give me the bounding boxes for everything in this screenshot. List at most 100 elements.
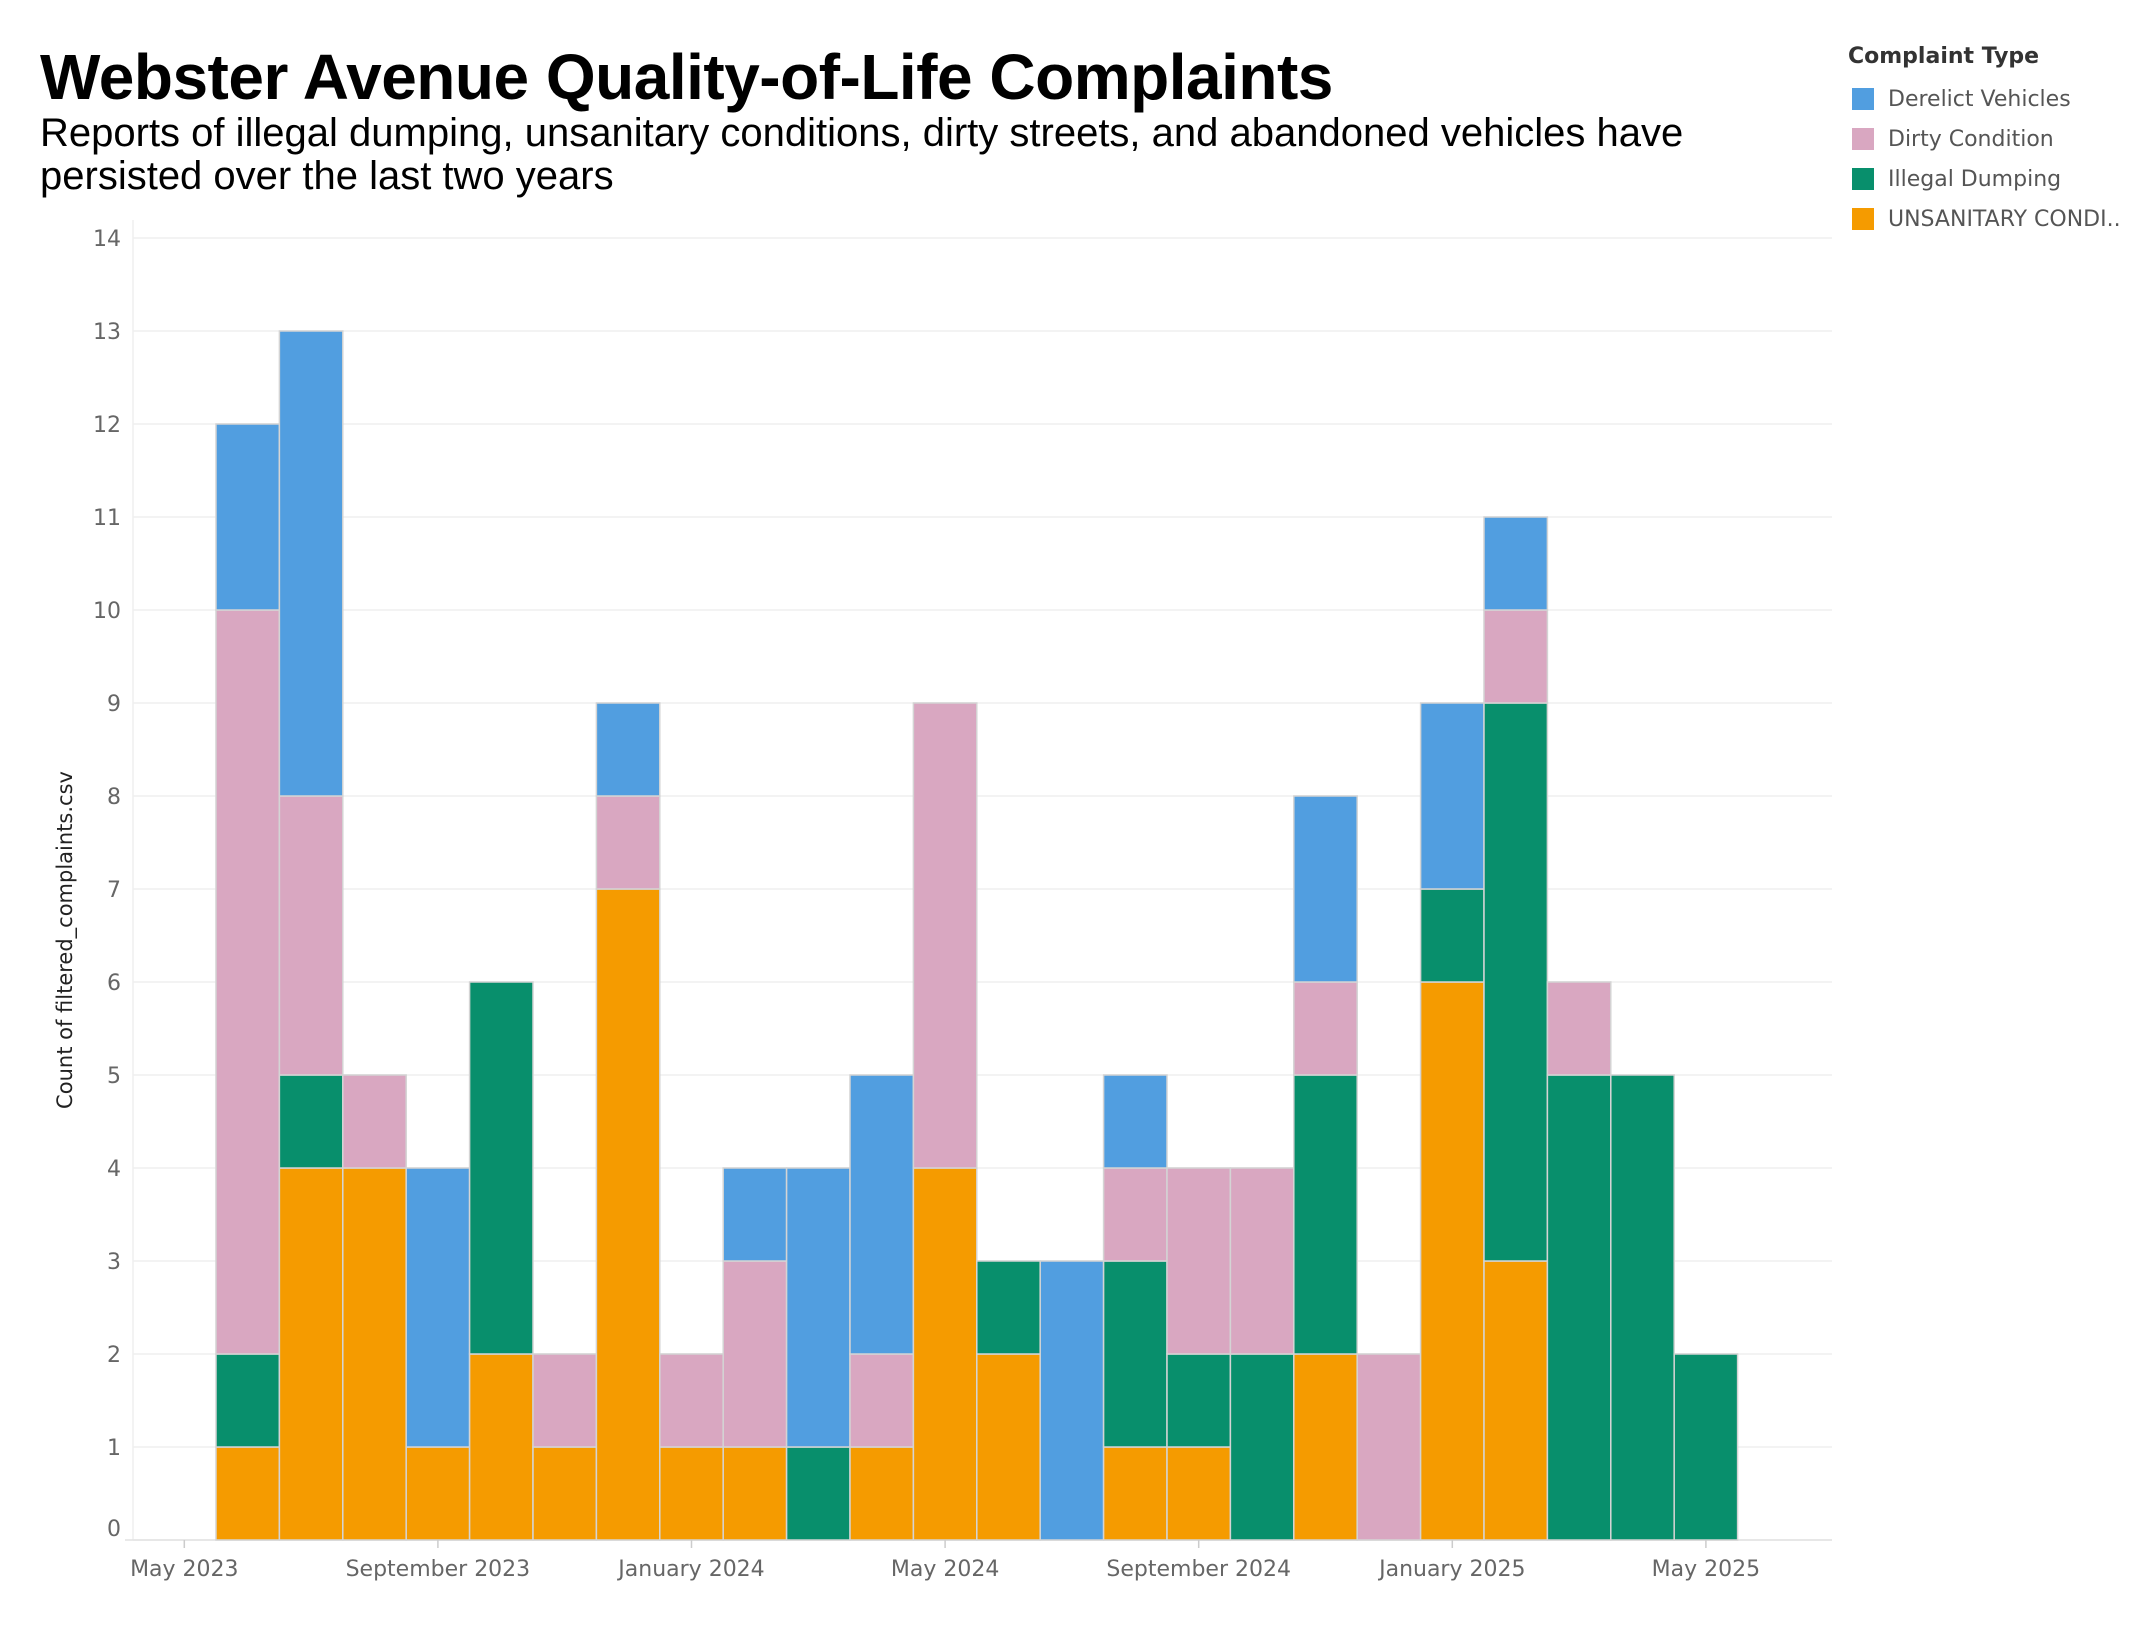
bar-segment[interactable] bbox=[278, 330, 344, 797]
bar-segment[interactable] bbox=[278, 1167, 344, 1541]
x-tick-label: January 2024 bbox=[616, 1557, 764, 1582]
bar-segment[interactable] bbox=[1229, 1353, 1295, 1541]
y-tick-label: 1 bbox=[107, 1436, 121, 1461]
bar-segment[interactable] bbox=[532, 1353, 598, 1448]
bar-segment[interactable] bbox=[405, 1446, 471, 1541]
bar-segment[interactable] bbox=[405, 1167, 471, 1448]
legend-label: Dirty Condition bbox=[1888, 126, 2054, 152]
bar-segment[interactable] bbox=[595, 795, 661, 890]
bar-segment[interactable] bbox=[912, 1167, 978, 1541]
y-tick-label: 12 bbox=[93, 413, 121, 438]
bar-segment[interactable] bbox=[1293, 795, 1358, 983]
bar-segment[interactable] bbox=[1102, 1260, 1168, 1448]
legend-item[interactable]: Derelict Vehicles bbox=[1848, 79, 2121, 119]
bar-segment[interactable] bbox=[1102, 1446, 1168, 1541]
y-tick-label: 10 bbox=[93, 599, 121, 624]
y-tick-label: 14 bbox=[93, 227, 121, 252]
bar-segment[interactable] bbox=[342, 1167, 407, 1541]
bar-segment[interactable] bbox=[722, 1446, 788, 1541]
bar-segment[interactable] bbox=[1610, 1074, 1675, 1541]
legend-item[interactable]: UNSANITARY CONDI.. bbox=[1848, 199, 2121, 239]
bar-segment[interactable] bbox=[215, 1353, 281, 1448]
y-tick-label: 0 bbox=[107, 1517, 121, 1542]
legend-swatch bbox=[1852, 88, 1874, 110]
bar-segment[interactable] bbox=[1229, 1167, 1295, 1355]
bar-segment[interactable] bbox=[1102, 1167, 1168, 1262]
y-tick-label: 3 bbox=[107, 1250, 121, 1275]
y-tick-label: 6 bbox=[107, 971, 121, 996]
y-tick-label: 4 bbox=[107, 1157, 121, 1182]
x-tick-label: January 2025 bbox=[1377, 1557, 1525, 1582]
bar-segment[interactable] bbox=[722, 1260, 788, 1448]
bar-segment[interactable] bbox=[468, 1353, 534, 1541]
legend-title: Complaint Type bbox=[1848, 44, 2040, 69]
bar-segment[interactable] bbox=[215, 423, 281, 611]
bar-segment[interactable] bbox=[659, 1446, 724, 1541]
x-axis: May 2023 September 2023 January 2024 May 20… bbox=[130, 1540, 1760, 1582]
bar-segment[interactable] bbox=[785, 1167, 851, 1448]
bar-segment[interactable] bbox=[849, 1353, 915, 1448]
y-tick-label: 2 bbox=[107, 1343, 121, 1368]
bar-segment[interactable] bbox=[849, 1074, 915, 1355]
bar-segment[interactable] bbox=[1483, 1260, 1549, 1541]
bar-segment[interactable] bbox=[1673, 1353, 1739, 1541]
bar-segment[interactable] bbox=[1483, 609, 1549, 704]
y-tick-label: 8 bbox=[107, 785, 121, 810]
y-tick-label: 11 bbox=[93, 506, 121, 531]
bar-segment[interactable] bbox=[215, 609, 281, 1355]
legend-swatch bbox=[1852, 128, 1874, 150]
bar-segment[interactable] bbox=[595, 702, 661, 797]
legend-item[interactable]: Dirty Condition bbox=[1848, 119, 2121, 159]
bar-segment[interactable] bbox=[1483, 516, 1549, 611]
bars bbox=[215, 330, 1739, 1541]
chart-subtitle: Reports of illegal dumping, unsanitary c… bbox=[40, 111, 1684, 198]
legend-label: Derelict Vehicles bbox=[1888, 86, 2071, 112]
bar-segment[interactable] bbox=[215, 1446, 281, 1541]
bar-segment[interactable] bbox=[1166, 1446, 1232, 1541]
x-tick-label: May 2024 bbox=[891, 1557, 999, 1582]
bar-segment[interactable] bbox=[278, 795, 344, 1076]
bar-segment[interactable] bbox=[912, 702, 978, 1169]
bar-segment[interactable] bbox=[595, 888, 661, 1541]
bar-segment[interactable] bbox=[785, 1446, 851, 1541]
y-tick-label: 7 bbox=[107, 878, 121, 903]
legend-label: UNSANITARY CONDI.. bbox=[1888, 206, 2121, 232]
y-tick-label: 13 bbox=[93, 320, 121, 345]
bar-segment[interactable] bbox=[1293, 1353, 1358, 1541]
bar-segment[interactable] bbox=[976, 1260, 1041, 1355]
x-tick-label: September 2023 bbox=[346, 1557, 531, 1582]
bar-segment[interactable] bbox=[1546, 1074, 1612, 1541]
bar-segment[interactable] bbox=[1102, 1074, 1168, 1169]
x-tick-label: September 2024 bbox=[1106, 1557, 1291, 1582]
bar-segment[interactable] bbox=[1166, 1167, 1232, 1355]
x-tick-label: May 2025 bbox=[1652, 1557, 1760, 1582]
bar-segment[interactable] bbox=[1419, 981, 1485, 1541]
y-axis-label: Count of filtered_complaints.csv bbox=[53, 771, 78, 1109]
bar-segment[interactable] bbox=[1293, 981, 1358, 1076]
y-tick-label: 9 bbox=[107, 692, 121, 717]
bar-segment[interactable] bbox=[976, 1353, 1041, 1541]
bar-segment[interactable] bbox=[468, 981, 534, 1355]
chart-title: Webster Avenue Quality-of-Life Complaint… bbox=[40, 41, 1333, 113]
legend-label: Illegal Dumping bbox=[1888, 166, 2062, 192]
bar-segment[interactable] bbox=[1419, 888, 1485, 983]
bar-segment[interactable] bbox=[532, 1446, 598, 1541]
bar-segment[interactable] bbox=[1293, 1074, 1358, 1355]
bar-segment[interactable] bbox=[1039, 1260, 1105, 1541]
legend: Complaint Type Derelict Vehicles Dirty Co… bbox=[1848, 44, 2121, 239]
legend-swatch bbox=[1852, 168, 1874, 190]
bar-segment[interactable] bbox=[342, 1074, 407, 1169]
bar-segment[interactable] bbox=[1166, 1353, 1232, 1448]
bar-segment[interactable] bbox=[1419, 702, 1485, 890]
y-tick-label: 5 bbox=[107, 1064, 121, 1089]
bar-segment[interactable] bbox=[659, 1353, 724, 1448]
bar-segment[interactable] bbox=[1356, 1353, 1422, 1541]
bar-segment[interactable] bbox=[722, 1167, 788, 1262]
bar-segment[interactable] bbox=[1546, 981, 1612, 1076]
bar-segment[interactable] bbox=[849, 1446, 915, 1541]
legend-item[interactable]: Illegal Dumping bbox=[1848, 159, 2121, 199]
bar-segment[interactable] bbox=[1483, 702, 1549, 1262]
bar-segment[interactable] bbox=[278, 1074, 344, 1169]
